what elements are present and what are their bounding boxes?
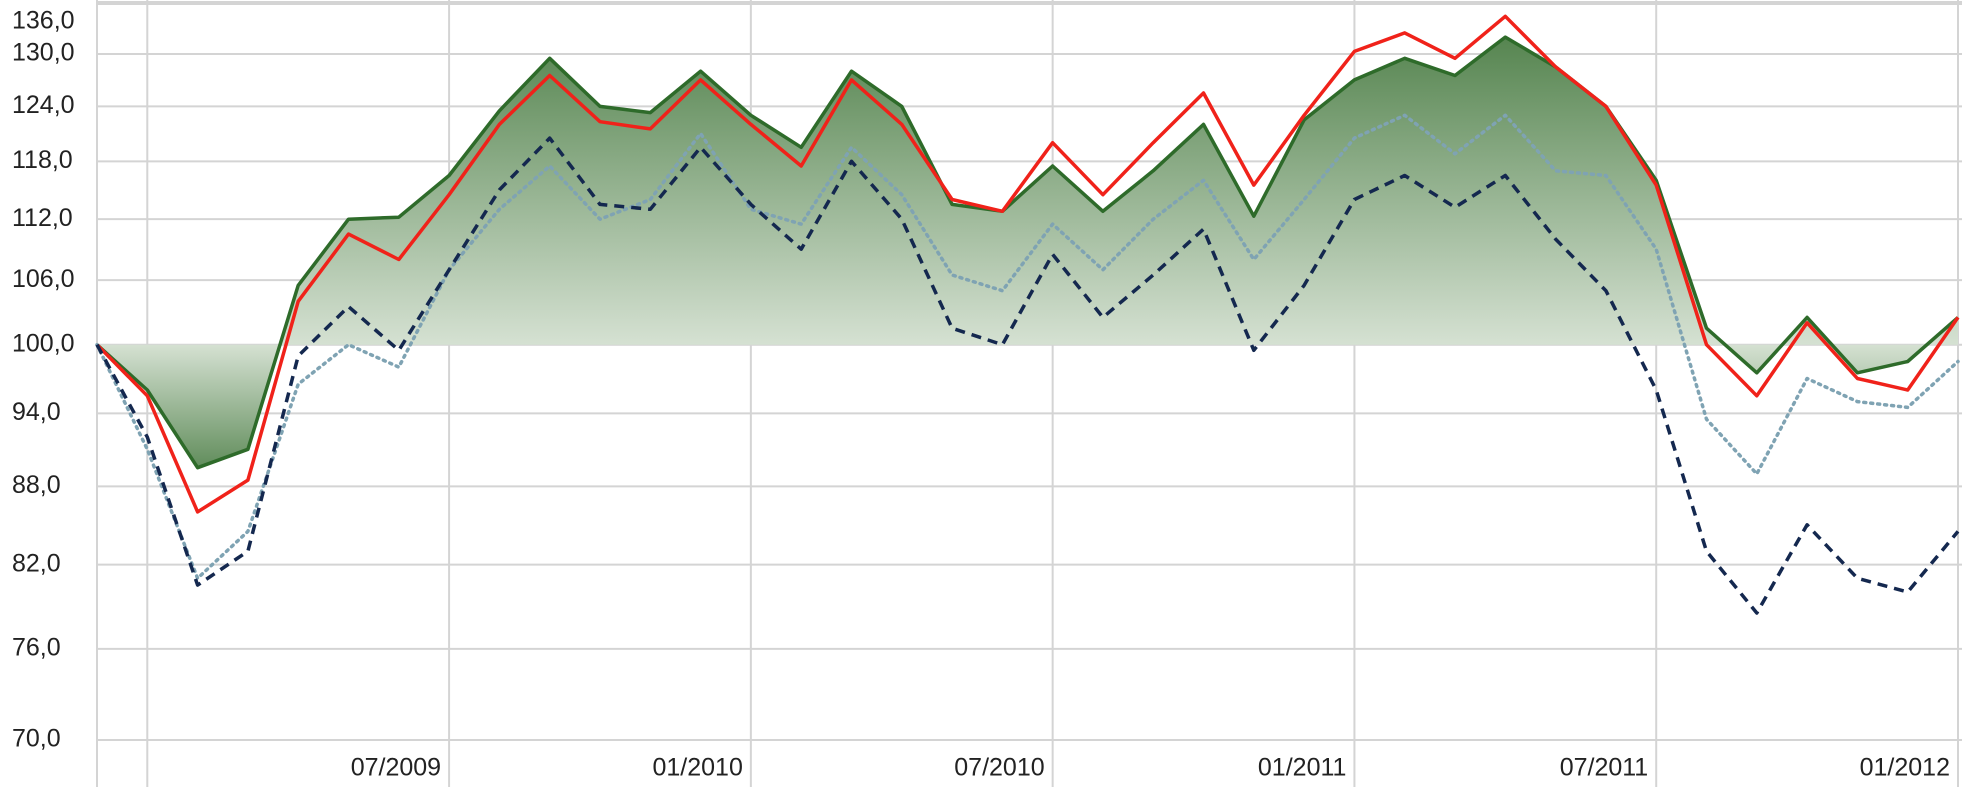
y-tick-label: 76,0 [12, 633, 61, 661]
line-series [95, 14, 1960, 514]
area [97, 37, 1958, 468]
y-tick-label: 106,0 [12, 265, 75, 293]
y-tick-label: 70,0 [12, 725, 61, 753]
x-tick-label: 01/2010 [652, 754, 742, 782]
y-tick-label: 130,0 [12, 39, 75, 67]
y-tick-label: 94,0 [12, 398, 61, 426]
x-tick-label: 07/2010 [954, 754, 1044, 782]
x-tick-label: 01/2012 [1860, 754, 1950, 782]
y-tick-label: 124,0 [12, 91, 75, 119]
x-tick-label: 01/2011 [1258, 754, 1347, 782]
line-series [95, 113, 1960, 581]
y-tick-label: 136,0 [12, 7, 75, 35]
y-tick-label: 112,0 [12, 204, 73, 232]
y-tick-label: 82,0 [12, 549, 61, 577]
x-tick-label: 07/2009 [351, 754, 441, 782]
line-series [95, 35, 1960, 470]
y-tick-label: 100,0 [12, 329, 75, 357]
x-tick-label: 07/2011 [1560, 754, 1649, 782]
y-tick-label: 88,0 [12, 471, 61, 499]
y-tick-label: 118,0 [12, 146, 73, 174]
